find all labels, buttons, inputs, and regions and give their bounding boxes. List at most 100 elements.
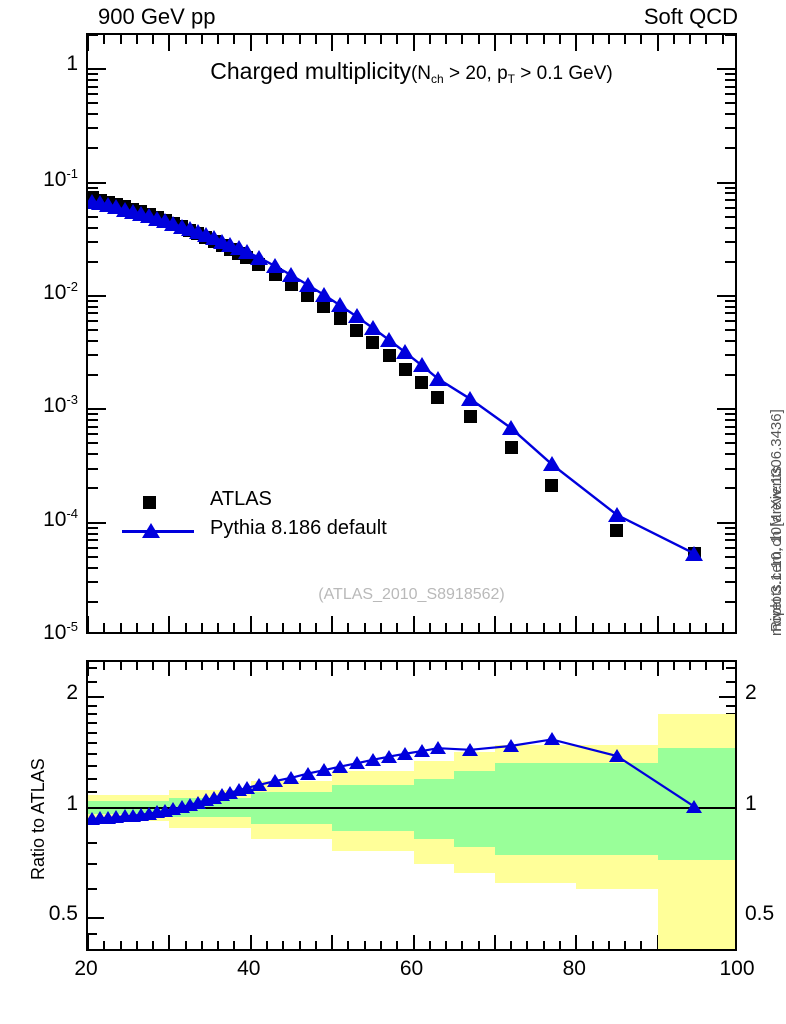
main-ytick-major — [88, 181, 106, 184]
ratio-xtick — [363, 941, 366, 949]
data-point-atlas — [610, 524, 624, 538]
main-ytick-minor — [88, 339, 98, 342]
main-xtick — [88, 616, 89, 632]
main-ytick-minor — [88, 546, 98, 549]
data-point-pythia — [396, 344, 415, 360]
main-xtick — [461, 35, 464, 44]
main-ytick-minor — [725, 127, 735, 130]
main-ytick-minor — [725, 354, 735, 357]
ratio-xtick — [168, 662, 171, 676]
ratio-ytick-label-left: 0.5 — [48, 901, 78, 925]
main-xtick — [721, 35, 724, 44]
main-xtick — [656, 35, 659, 51]
data-point-atlas — [301, 288, 315, 302]
main-xtick — [526, 35, 529, 44]
ratio-ytick-label-right: 1 — [745, 791, 757, 815]
main-xtick — [607, 623, 610, 632]
main-ytick-minor — [88, 580, 98, 583]
ratio-xtick — [233, 941, 236, 949]
data-point-pythia — [298, 276, 317, 292]
main-ytick-minor — [88, 300, 98, 303]
ratio-xtick-label: 20 — [74, 957, 98, 980]
ratio-ytick-minor — [88, 887, 97, 890]
main-ytick-minor — [725, 532, 735, 535]
main-ytick-minor — [88, 35, 98, 36]
ratio-xtick — [542, 941, 545, 949]
ratio-point-pythia — [503, 738, 520, 752]
main-ytick-major — [717, 68, 735, 71]
main-xtick — [591, 623, 594, 632]
ratio-ytick-label-right: 0.5 — [745, 901, 775, 925]
main-ytick-minor — [88, 79, 98, 82]
main-xtick — [624, 35, 627, 44]
ratio-xtick — [88, 662, 89, 676]
ratio-ytick-minor — [88, 731, 97, 734]
main-ytick-minor — [88, 555, 98, 558]
main-xtick — [461, 623, 464, 632]
ratio-point-pythia — [238, 781, 255, 795]
main-xtick — [103, 623, 106, 632]
ratio-xtick — [412, 935, 415, 949]
main-ytick-minor — [88, 312, 98, 315]
main-xtick — [705, 35, 708, 44]
main-xtick — [168, 616, 171, 632]
main-ytick-minor — [88, 539, 98, 542]
main-xtick — [428, 35, 431, 44]
main-ytick-minor — [725, 320, 735, 323]
main-xtick — [428, 623, 431, 632]
main-ytick-minor — [725, 467, 735, 470]
main-ytick-major — [88, 294, 106, 297]
main-ytick-minor — [725, 526, 735, 529]
main-ytick-label: 10-2 — [43, 278, 78, 304]
ratio-xtick — [575, 935, 578, 949]
ratio-ytick-minor — [88, 722, 97, 725]
ratio-xtick — [217, 941, 220, 949]
main-ytick-minor — [725, 546, 735, 549]
main-ytick-minor — [725, 147, 735, 150]
main-xtick — [526, 623, 529, 632]
ratio-xtick — [428, 662, 431, 670]
main-xtick — [640, 623, 643, 632]
main-xtick — [607, 35, 610, 44]
main-xtick — [412, 35, 415, 51]
ratio-point-pythia — [283, 770, 300, 784]
ratio-ytick-minor — [88, 753, 97, 756]
ratio-xtick-label: 60 — [399, 957, 424, 980]
ratio-xtick — [624, 662, 627, 670]
main-xtick — [331, 35, 334, 51]
ratio-band-inner — [454, 770, 495, 847]
legend-marker-square — [116, 487, 202, 516]
data-point-atlas — [333, 311, 347, 325]
main-xtick — [200, 35, 203, 44]
ratio-xtick — [510, 941, 513, 949]
ratio-xtick — [331, 662, 334, 676]
ratio-xtick — [314, 941, 317, 949]
main-ytick-minor — [725, 433, 735, 436]
main-xtick — [575, 35, 578, 51]
main-ytick-label: 10-3 — [43, 392, 78, 418]
main-ytick-minor — [725, 206, 735, 209]
ratio-xtick — [363, 662, 366, 670]
main-ytick-minor — [725, 260, 735, 263]
main-ytick-minor — [725, 566, 735, 569]
ratio-xtick — [721, 662, 724, 670]
data-point-pythia — [461, 391, 480, 407]
ratio-reference-line — [88, 806, 735, 809]
ratio-ytick-minor — [88, 742, 97, 745]
ratio-ytick-minor — [88, 933, 97, 936]
ratio-xtick — [477, 941, 480, 949]
main-ytick-minor — [725, 600, 735, 603]
ratio-point-pythia — [348, 756, 365, 770]
data-point-atlas — [504, 440, 518, 454]
main-ytick-minor — [88, 526, 98, 529]
main-ytick-minor — [725, 580, 735, 583]
ratio-point-pythia — [462, 742, 479, 756]
main-ytick-minor — [725, 305, 735, 308]
main-ytick-label: 10-4 — [43, 505, 78, 531]
ratio-xtick — [217, 662, 220, 670]
plot-title: Charged multiplicity(Nch > 20, pT > 0.1 … — [86, 58, 737, 86]
data-point-pythia — [266, 258, 285, 274]
main-ytick-minor — [725, 192, 735, 195]
ratio-xtick — [331, 935, 334, 949]
main-xtick — [705, 623, 708, 632]
